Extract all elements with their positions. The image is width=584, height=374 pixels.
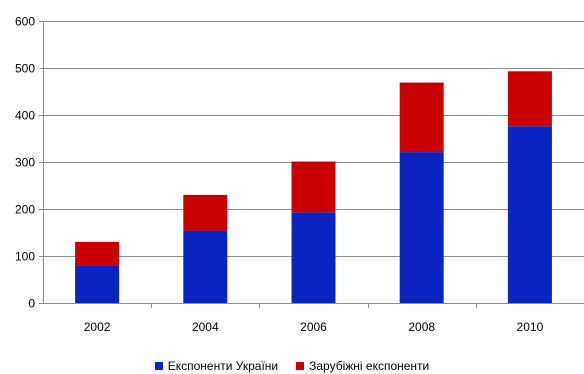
bar-ukraine-2010 (507, 126, 552, 303)
bars (75, 71, 552, 303)
y-tick-label: 500 (15, 62, 35, 76)
bar-ukraine-2004 (183, 230, 228, 303)
y-tick-label: 200 (15, 203, 35, 217)
bar-foreign-2004 (183, 194, 228, 231)
bar-ukraine-2008 (399, 152, 444, 303)
y-tick-label: 400 (15, 109, 35, 123)
y-tick-label: 300 (15, 156, 35, 170)
legend-label-foreign: Зарубіжні експоненти (309, 359, 430, 373)
x-tick-label: 2006 (300, 320, 327, 334)
bar-ukraine-2002 (75, 265, 120, 303)
y-axis: 0 100 200 300 400 500 600 (15, 15, 44, 311)
x-tick-label: 2008 (408, 320, 435, 334)
bar-foreign-2006 (291, 161, 336, 213)
legend-swatch-ukraine (154, 362, 163, 370)
y-tick-label: 0 (28, 297, 35, 311)
legend-item-ukraine: Експоненти України (154, 358, 279, 374)
legend: Експоненти України Зарубіжні експоненти (0, 358, 584, 374)
y-tick-label: 600 (15, 15, 35, 29)
x-tick-label: 2002 (84, 320, 111, 334)
bar-foreign-2010 (507, 71, 552, 127)
x-tick-label: 2010 (517, 320, 544, 334)
y-tick-label: 100 (15, 250, 35, 264)
legend-item-foreign: Зарубіжні експоненти (296, 358, 429, 374)
bar-foreign-2002 (75, 241, 120, 266)
x-tick-label: 2004 (192, 320, 219, 334)
x-axis: 2002 2004 2006 2008 2010 (43, 303, 584, 334)
legend-label-ukraine: Експоненти України (167, 359, 279, 373)
bar-foreign-2008 (399, 82, 444, 153)
bar-ukraine-2006 (291, 212, 336, 303)
legend-swatch-foreign (296, 362, 305, 370)
